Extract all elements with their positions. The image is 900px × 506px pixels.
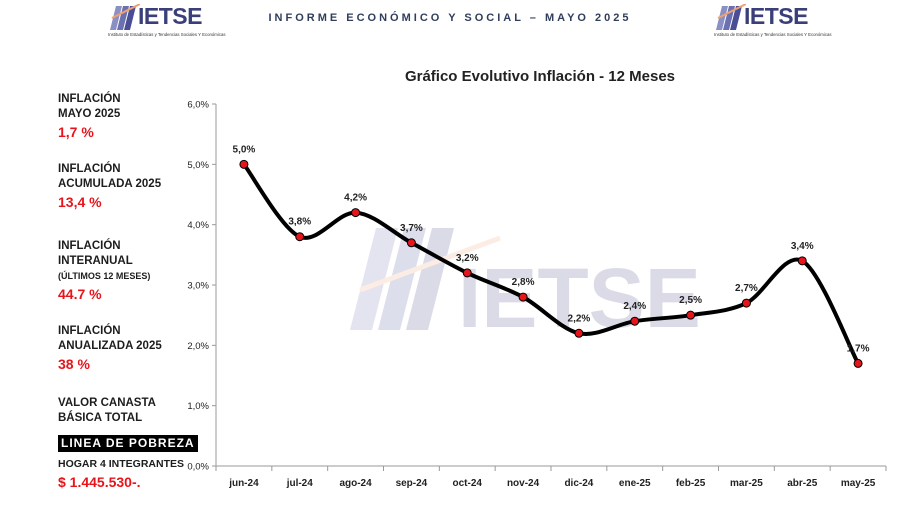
x-tick-label: ago-24 (339, 478, 372, 489)
x-tick-label: feb-25 (676, 478, 706, 489)
data-point-label: 3,8% (288, 217, 311, 228)
data-point-marker (518, 292, 528, 302)
data-point-marker (351, 208, 361, 218)
data-point-label: 2,5% (679, 295, 702, 306)
y-tick-label: 3,0% (187, 281, 209, 292)
indicator-inflacion-acumulada: INFLACIÓN ACUMULADA 2025 13,4 % (58, 162, 198, 212)
indicator-label: INFLACIÓN (58, 240, 121, 252)
indicator-value: $ 1.445.530-. (58, 474, 141, 490)
inflation-series-line (241, 162, 861, 366)
indicator-inflacion-interanual: INFLACIÓN INTERANUAL (ÚLTIMOS 12 MESES) … (58, 239, 198, 304)
logo-subtitle: Instituto de Estadísticas y Tendencias S… (108, 32, 226, 37)
indicator-label: INFLACIÓN (58, 163, 121, 175)
x-tick-label: may-25 (841, 478, 876, 489)
logo-wordmark: IETSE (744, 3, 808, 29)
indicator-label: ANUALIZADA 2025 (58, 340, 162, 352)
logo-stripes-icon (716, 4, 746, 30)
data-point-label: 3,2% (456, 253, 479, 264)
data-point-label: 4,2% (344, 193, 367, 204)
indicator-value: 13,4 % (58, 194, 102, 210)
y-tick-label: 5,0% (187, 160, 209, 171)
indicator-value: 1,7 % (58, 124, 94, 140)
data-point-marker (574, 328, 584, 338)
indicator-canasta: VALOR CANASTA BÁSICA TOTAL (58, 396, 198, 426)
data-point-label: 2,2% (568, 313, 591, 324)
x-tick-label: sep-24 (396, 478, 428, 489)
indicator-value: 44.7 % (58, 286, 102, 302)
data-point-label: 5,0% (233, 144, 256, 155)
data-point-label: 1,7% (847, 343, 870, 354)
chart-title: Gráfico Evolutivo Inflación - 12 Meses (404, 68, 676, 85)
data-point-marker (686, 310, 696, 320)
data-point-label: 3,4% (791, 241, 814, 252)
y-tick-label: 6,0% (187, 100, 209, 111)
indicator-pobreza: LINEA DE POBREZA HOGAR 4 INTEGRANTES $ 1… (58, 434, 198, 492)
data-point-label: 2,8% (512, 277, 535, 288)
ietse-logo-right: IETSE Instituto de Estadísticas y Tenden… (710, 2, 840, 42)
data-point-label: 2,4% (623, 301, 646, 312)
data-point-marker (406, 238, 416, 248)
indicator-label: (ÚLTIMOS 12 MESES) (58, 271, 151, 281)
x-tick-label: abr-25 (787, 478, 817, 489)
pobreza-badge: LINEA DE POBREZA (58, 435, 198, 452)
indicator-inflacion-anualizada: INFLACIÓN ANUALIZADA 2025 38 % (58, 324, 198, 374)
indicator-label: INTERANUAL (58, 255, 133, 267)
chart-axes: 0,0% 1,0% 2,0% 3,0% 4,0% 5,0% 6,0% jun-24 jul-24… (187, 100, 887, 489)
data-point-label: 3,7% (400, 223, 423, 234)
data-point-marker (239, 159, 249, 169)
indicator-label: BÁSICA TOTAL (58, 412, 143, 424)
data-point-marker (853, 358, 863, 368)
y-tick-label: 2,0% (187, 341, 209, 352)
x-tick-label: jun-24 (228, 478, 259, 489)
indicator-value: 38 % (58, 356, 90, 372)
indicator-label: ACUMULADA 2025 (58, 178, 162, 190)
data-point-marker (462, 268, 472, 278)
logo-wordmark: IETSE (138, 3, 202, 29)
x-tick-label: dic-24 (564, 478, 593, 489)
data-point-label: 2,7% (735, 283, 758, 294)
data-point-marker (295, 232, 305, 242)
y-tick-label: 4,0% (187, 220, 209, 231)
indicator-label: HOGAR 4 INTEGRANTES (58, 458, 185, 470)
x-tick-label: ene-25 (619, 478, 651, 489)
indicator-label: VALOR CANASTA (58, 397, 156, 409)
indicator-label: INFLACIÓN (58, 325, 121, 337)
x-tick-label: nov-24 (507, 478, 540, 489)
report-header-title: INFORME ECONÓMICO Y SOCIAL – MAYO 2025 (268, 12, 632, 24)
logo-stripes-icon (110, 4, 140, 30)
x-tick-label: mar-25 (730, 478, 763, 489)
chart-plot-area: 5,0% 3,8% 4,2% 3,7% 3,2% 2,8% 2,2% 2,4% 2,5% 2,7%… (233, 144, 870, 368)
y-tick-label: 1,0% (187, 401, 209, 412)
x-tick-label: oct-24 (453, 478, 483, 489)
ietse-logo-left: IETSE Instituto de Estadísticas y Tenden… (104, 2, 234, 42)
data-point-marker (630, 316, 640, 326)
indicator-label: INFLACIÓN (58, 93, 121, 105)
data-point-marker (741, 298, 751, 308)
x-tick-label: jul-24 (286, 478, 314, 489)
indicator-inflacion-mes: INFLACIÓN MAYO 2025 1,7 % (58, 92, 198, 142)
logo-subtitle: Instituto de Estadísticas y Tendencias S… (714, 32, 832, 37)
data-point-marker (797, 256, 807, 266)
y-tick-label: 0,0% (187, 462, 209, 473)
indicator-label: MAYO 2025 (58, 108, 121, 120)
